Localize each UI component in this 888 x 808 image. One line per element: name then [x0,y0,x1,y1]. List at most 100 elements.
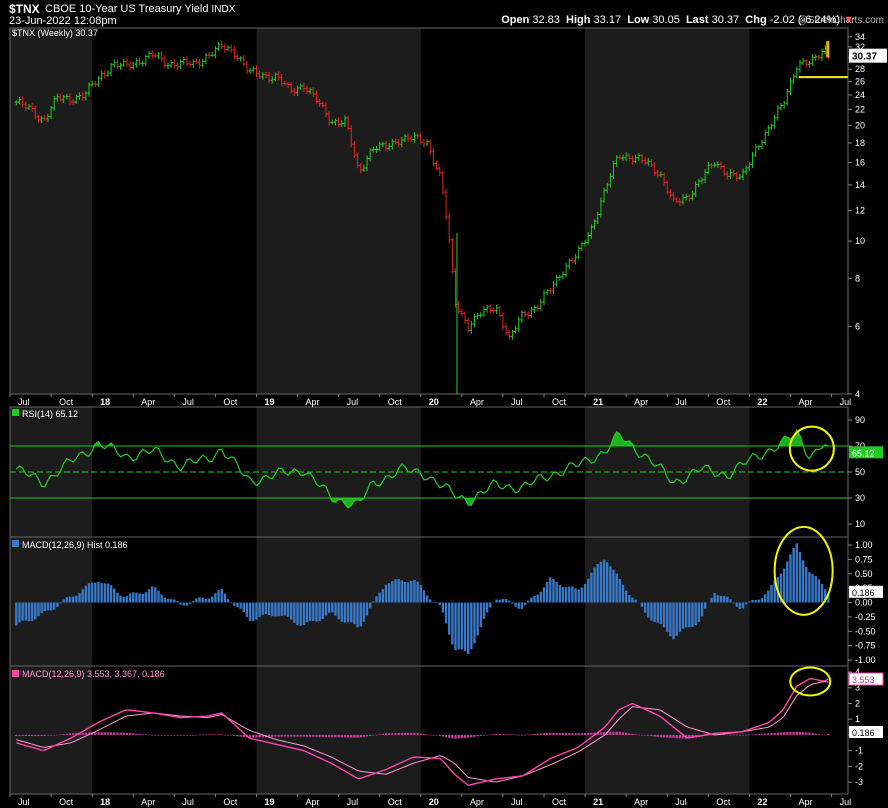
x-axis-label: 19 [264,797,274,807]
hist-bar [745,602,748,605]
macd-hist-bar [182,734,185,736]
hist-bar [451,602,454,645]
last-price-tag-label: 30.37 [852,52,877,63]
macd-hist-bar [192,734,195,736]
macd-hist-bar [605,732,609,735]
macd-hist-bar [334,734,337,738]
macd-hist-bar [444,734,448,738]
hist-bar [18,602,21,623]
hist-bar [666,602,669,632]
hist-bar [643,602,647,613]
macd-hist-bar [590,732,593,735]
symbol-label[interactable]: $TNX [9,2,40,16]
hist-bar [46,602,50,611]
hist-bar [520,602,524,609]
hist-bar [239,602,242,609]
macd-hist-bar [722,734,726,736]
hist-bar [432,601,435,603]
price-axis-tick-label: 32 [855,42,865,52]
macd-hist-bar [669,734,672,738]
macd-hist-bar [501,734,505,735]
hist-bar [346,602,350,623]
macd-hist-bar [463,734,467,738]
macd-hist-bar [176,734,179,736]
hist-bar [128,593,132,603]
macd-hist-bar [160,734,163,736]
macd-hist-bar [435,734,438,736]
macd-hist-bar [628,733,631,735]
high-value: 33.17 [593,14,622,26]
x-axis-label: Oct [552,397,567,407]
macd-hist-bar [602,732,606,735]
hist-bar [612,569,615,603]
hist-axis-tick-label: 0.75 [855,554,873,564]
hist-bar [353,602,356,625]
macd-hist-bar [30,734,34,737]
hist-bar [182,602,185,606]
macd-axis-tick-label: -3 [855,777,863,787]
hist-bar [703,602,707,609]
hist-bar [545,581,549,603]
hist-bar [564,587,568,603]
hist-bar [438,602,441,605]
macd-hist-bar [542,733,546,735]
price-axis-tick-label: 10 [855,236,865,246]
macd-hist-bar [801,732,805,735]
macd-hist-bar [337,734,340,738]
alt-year-band [10,666,93,794]
macd-hist-bar [43,734,46,736]
rsi-line [15,428,829,509]
macd-hist-bar [457,734,460,739]
macd-hist-bar [741,734,745,736]
macd-hist-bar [106,732,110,735]
hist-bar [141,593,144,603]
alt-year-band [585,28,750,394]
macd-hist-bar [476,734,479,737]
x-axis-label: Apr [798,797,812,807]
macd-hist-bar [18,734,21,737]
hist-bar [470,602,473,650]
macd-hist-bar [732,734,735,736]
hist-bar [498,599,501,603]
macd-hist-bar [356,734,359,738]
macd-hist-bar [327,734,331,738]
hist-bar [293,602,296,623]
hist-bar [327,602,331,613]
rsi-axis-tick-label: 30 [855,493,865,503]
hist-bar [719,595,723,603]
hist-bar [391,581,394,603]
hist-bar [460,602,464,650]
chg-value: -2.02 (-6.24%) [769,14,841,26]
hist-bar [542,587,546,603]
macd-hist-bar [751,734,754,735]
hist-bar [369,602,372,609]
rsi-axis-tick-label: 10 [855,519,865,529]
instrument-name: CBOE 10-Year US Treasury Yield INDX [45,3,235,15]
macd-hist-bar [138,733,141,735]
hist-bar [337,602,340,620]
macd-hist-bar [659,734,663,738]
hist-bar [296,602,299,626]
macd-hist-bar [331,734,334,738]
x-axis-label: Jul [182,797,194,807]
hist-bar [786,561,789,603]
macd-hist-bar [647,734,650,736]
macd-hist-bar [707,734,710,736]
x-axis-label: Jul [347,397,359,407]
macd-hist-bar [27,734,31,737]
hist-bar [656,602,659,623]
macd-hist-bar [214,734,217,735]
hist-bar [204,598,208,603]
hist-bar [751,599,754,603]
hist-bar [659,602,663,625]
macd-hist-bar [558,732,562,735]
macd-hist-bar [808,732,811,735]
macd-hist-bar [24,734,27,737]
rsi-axis-tick-label: 70 [855,441,865,451]
macd-value-tag [848,672,884,686]
macd-hist-bar [624,732,628,735]
hist-bar [173,599,176,603]
hist-axis-tick-label: -0.75 [855,641,876,651]
macd-hist-bar [163,734,167,736]
